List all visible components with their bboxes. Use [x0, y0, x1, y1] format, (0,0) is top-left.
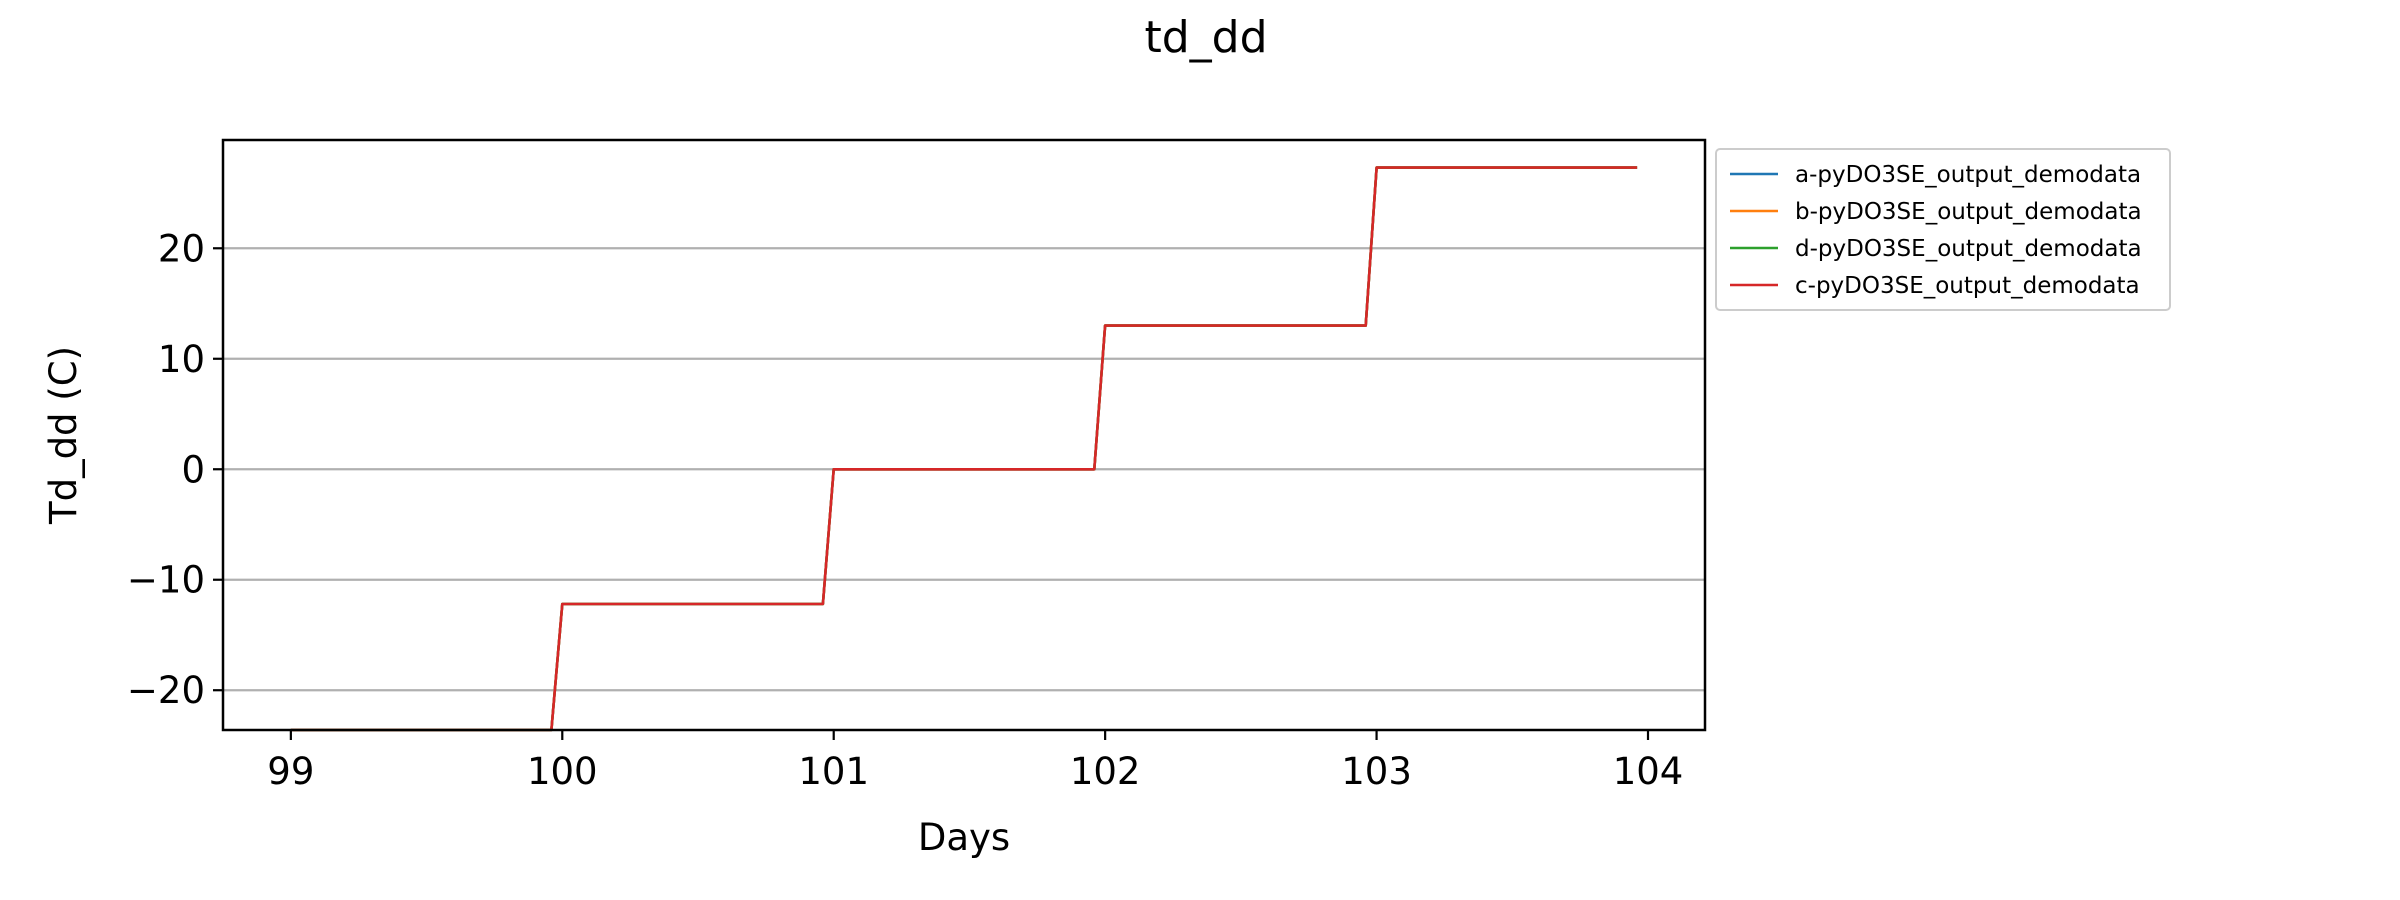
x-tick-label: 104	[1613, 750, 1684, 793]
legend-label: a-pyDO3SE_output_demodata	[1795, 162, 2141, 188]
chart-title: td_dd	[1144, 12, 1267, 63]
series-line-d-pyDO3SE_output_demodata	[290, 166, 1638, 732]
legend-label: b-pyDO3SE_output_demodata	[1795, 199, 2142, 225]
x-axis-label: Days	[918, 816, 1010, 859]
legend-entries: a-pyDO3SE_output_demodata b-pyDO3SE_outpu…	[1730, 162, 2142, 299]
series-line-a-pyDO3SE_output_demodata	[290, 166, 1638, 732]
y-axis-label: Td_dd (C)	[42, 346, 85, 525]
series-line-c-pyDO3SE_output_demodata	[290, 166, 1638, 732]
series-lines	[290, 166, 1638, 732]
legend-label: d-pyDO3SE_output_demodata	[1795, 236, 2142, 262]
x-tick-label: 102	[1070, 750, 1141, 793]
x-tick-label: 103	[1341, 750, 1412, 793]
x-tick-label: 100	[527, 750, 598, 793]
axis-ticks: −20 −10 0 10 20 99 100 101 102 103 104	[127, 227, 1683, 793]
legend-box	[1715, 148, 2171, 311]
y-tick-label: 20	[158, 227, 205, 270]
y-tick-label: −10	[127, 559, 205, 602]
y-tick-label: 0	[181, 448, 205, 491]
x-tick-label: 99	[267, 750, 314, 793]
plot-area-frame	[221, 138, 1707, 732]
y-tick-label: 10	[158, 338, 205, 381]
series-line-b-pyDO3SE_output_demodata	[290, 166, 1638, 732]
legend: a-pyDO3SE_output_demodata b-pyDO3SE_outpu…	[1715, 148, 2171, 311]
legend-label: c-pyDO3SE_output_demodata	[1795, 273, 2140, 299]
x-tick-label: 101	[798, 750, 869, 793]
y-tick-label: −20	[127, 669, 205, 712]
